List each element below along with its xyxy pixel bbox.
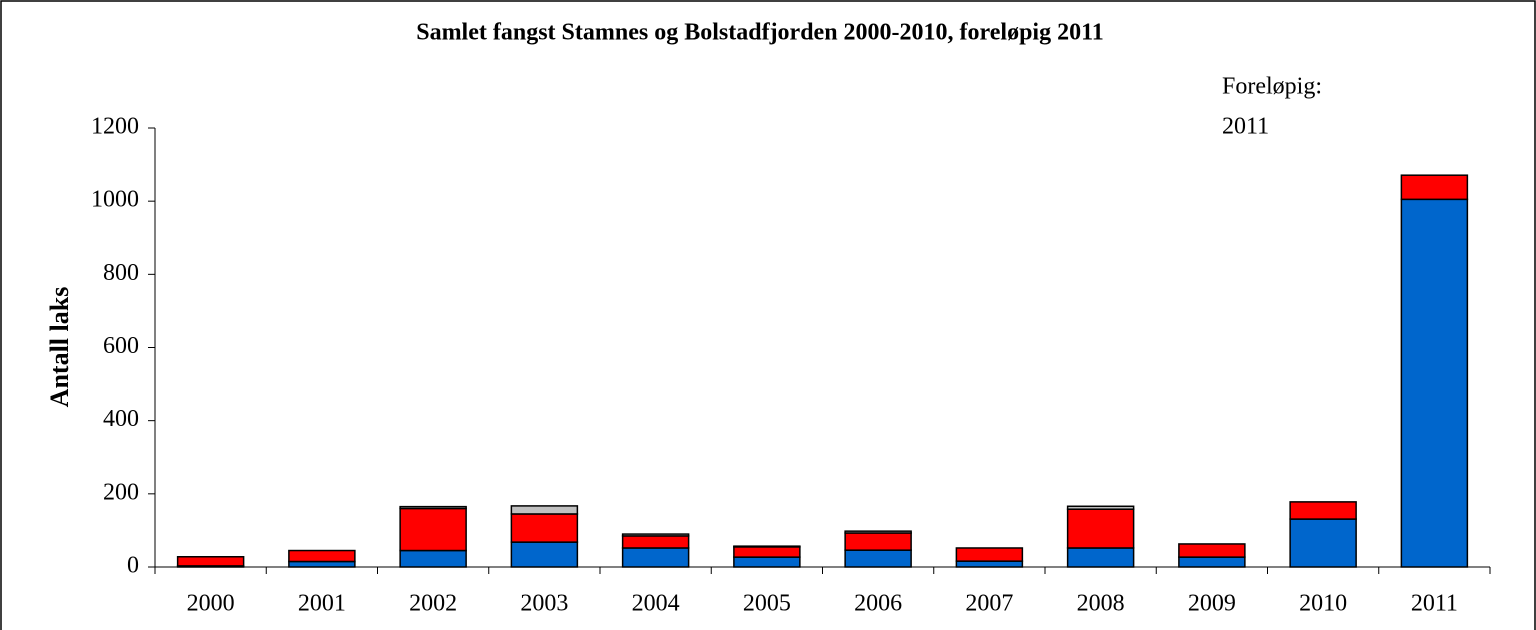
bar-segment bbox=[510, 505, 579, 515]
bar-segment bbox=[399, 549, 467, 568]
bar-segment bbox=[1400, 174, 1469, 201]
y-tick-label: 600 bbox=[103, 333, 139, 359]
y-tick-label: 1200 bbox=[91, 114, 139, 140]
bar-segment bbox=[1178, 556, 1246, 568]
bar-segment bbox=[1400, 198, 1469, 568]
annotation: Foreløpig: bbox=[1222, 74, 1322, 100]
y-tick-label: 400 bbox=[103, 406, 139, 432]
bar-segment bbox=[955, 560, 1024, 568]
bar-segment bbox=[399, 507, 467, 552]
bar-segment bbox=[733, 545, 801, 548]
bar-segment bbox=[1066, 508, 1135, 549]
y-tick-label: 200 bbox=[103, 479, 139, 505]
y-tick-label: 0 bbox=[127, 553, 139, 579]
x-tick-label: 2008 bbox=[1077, 591, 1125, 617]
x-tick-label: 2000 bbox=[187, 591, 235, 617]
x-tick-label: 2006 bbox=[854, 591, 902, 617]
annotation: 2011 bbox=[1222, 114, 1269, 140]
bar-segment bbox=[510, 541, 579, 568]
x-tick-label: 2010 bbox=[1299, 591, 1347, 617]
y-tick-label: 800 bbox=[103, 260, 139, 286]
bar-segment bbox=[1289, 501, 1357, 520]
x-tick-label: 2009 bbox=[1188, 591, 1236, 617]
x-tick-label: 2003 bbox=[520, 591, 568, 617]
bar-segment bbox=[1066, 505, 1135, 510]
bar-segment bbox=[1289, 518, 1357, 568]
bar-segment bbox=[399, 505, 467, 510]
bar-segment bbox=[844, 530, 912, 534]
x-tick-label: 2005 bbox=[743, 591, 791, 617]
y-tick-label: 1000 bbox=[91, 187, 139, 213]
x-tick-label: 2011 bbox=[1411, 591, 1458, 617]
bar-segment bbox=[621, 535, 690, 549]
chart-title: Samlet fangst Stamnes og Bolstadfjorden … bbox=[416, 20, 1104, 46]
bar-segment bbox=[733, 546, 801, 558]
bar-segment bbox=[288, 549, 356, 563]
bar-segment bbox=[621, 533, 690, 537]
x-tick-label: 2004 bbox=[632, 591, 680, 617]
bar-segment bbox=[1178, 543, 1246, 558]
bar-segment bbox=[176, 556, 245, 567]
bar-segment bbox=[288, 560, 356, 568]
bar-segment bbox=[510, 513, 579, 543]
bar-segment bbox=[621, 547, 690, 568]
y-axis-label: Antall laks bbox=[45, 287, 74, 408]
bar-segment bbox=[844, 532, 912, 551]
bar-segment bbox=[955, 547, 1024, 562]
x-tick-label: 2007 bbox=[965, 591, 1013, 617]
bar-segment bbox=[733, 556, 801, 568]
x-tick-label: 2002 bbox=[409, 591, 457, 617]
bar-segment bbox=[844, 549, 912, 568]
bar-segment bbox=[1066, 547, 1135, 568]
x-tick-label: 2001 bbox=[298, 591, 346, 617]
